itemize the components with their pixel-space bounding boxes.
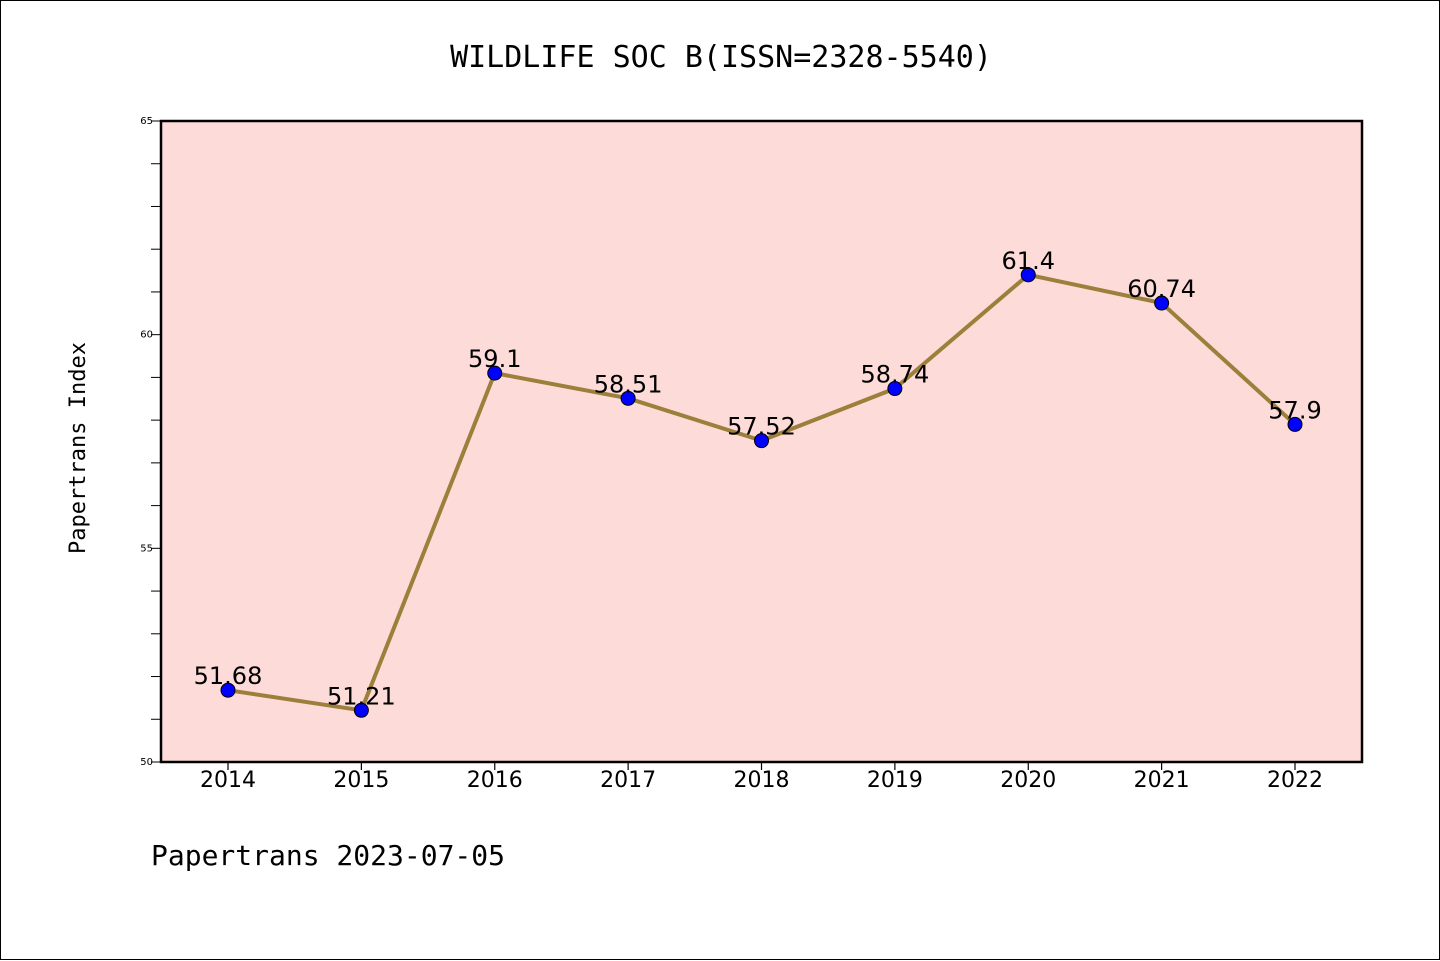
data-labels: 51.68 51.21 59.1 58.51 57.52 58.74 61.4 60.74 57… — [194, 247, 1322, 710]
plot-border — [159, 119, 1364, 764]
data-label: 51.68 — [194, 662, 263, 690]
x-tick-label: 2014 — [200, 768, 256, 793]
data-point — [620, 390, 636, 406]
x-tick-label: 2021 — [1134, 768, 1190, 793]
data-label: 59.1 — [468, 345, 521, 373]
data-label: 57.9 — [1268, 396, 1321, 424]
x-tick-label: 2018 — [734, 768, 790, 793]
data-point — [353, 702, 369, 718]
data-label: 57.52 — [727, 413, 796, 441]
x-tick-label: 2017 — [600, 768, 656, 793]
y-axis: 50 55 60 65 — [140, 116, 161, 768]
data-point — [754, 433, 769, 449]
footer-date: Papertrans 2023-07-05 — [151, 839, 505, 872]
x-tick-label: 2016 — [467, 768, 523, 793]
data-point — [1287, 416, 1303, 432]
y-axis-label: Papertrans Index — [66, 342, 91, 554]
data-point — [887, 381, 903, 397]
x-tick-label: 2022 — [1267, 768, 1323, 793]
data-label: 61.4 — [1002, 247, 1055, 275]
x-axis: 2014 2015 2016 2017 2018 2019 2020 2021 2022 — [200, 762, 1323, 793]
data-label: 58.74 — [861, 361, 930, 389]
y-tick-label: 65 — [140, 116, 153, 127]
x-tick-label: 2019 — [867, 768, 923, 793]
y-tick-label: 50 — [140, 757, 153, 768]
data-label: 51.21 — [327, 682, 396, 710]
x-tick-label: 2020 — [1000, 768, 1056, 793]
chart-title: WILDLIFE SOC B(ISSN=2328-5540) — [450, 40, 992, 75]
data-point — [220, 682, 236, 698]
data-point — [487, 365, 503, 381]
x-tick-label: 2015 — [333, 768, 389, 793]
data-point — [1020, 267, 1036, 283]
data-label: 58.51 — [594, 370, 663, 398]
data-point — [1154, 295, 1170, 311]
y-tick-label: 60 — [140, 330, 153, 341]
y-tick-label: 55 — [140, 543, 153, 554]
data-label: 60.74 — [1127, 275, 1196, 303]
data-markers — [220, 267, 1303, 718]
